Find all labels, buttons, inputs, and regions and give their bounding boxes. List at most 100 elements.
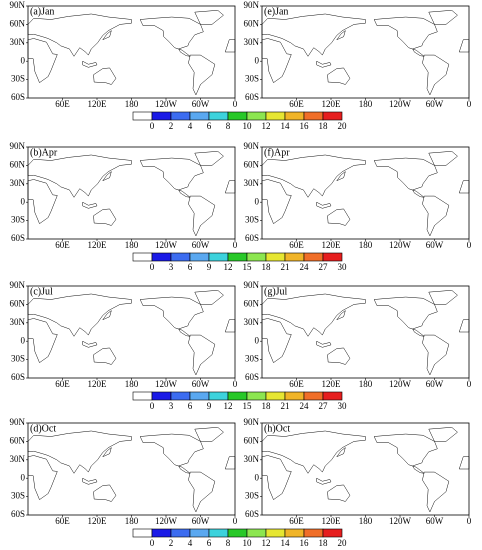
lat-label: 60S bbox=[11, 372, 25, 382]
lat-label: 60S bbox=[11, 233, 25, 243]
colorbar-box bbox=[132, 528, 153, 538]
lat-label: 60N bbox=[244, 435, 260, 445]
colorbar-label: 6 bbox=[207, 538, 212, 548]
colorbar-label: 27 bbox=[319, 401, 329, 411]
colorbar-box bbox=[189, 391, 210, 401]
lat-label: 0 bbox=[255, 472, 260, 482]
colorbar-box bbox=[170, 391, 191, 401]
colorbar-box bbox=[151, 391, 172, 401]
lat-label: 0 bbox=[255, 55, 260, 65]
lon-label: 180 bbox=[125, 379, 139, 389]
lon-label: 0 bbox=[467, 379, 472, 389]
colorbar-box bbox=[246, 391, 267, 401]
colorbar-box bbox=[322, 391, 343, 401]
lon-label: 60W bbox=[426, 379, 444, 389]
lon-label: 120W bbox=[155, 516, 178, 526]
colorbar-box bbox=[303, 391, 324, 401]
lat-label: 30N bbox=[244, 37, 260, 47]
lon-label: 60E bbox=[55, 516, 70, 526]
colorbar-box bbox=[170, 252, 191, 262]
lat-label: 60S bbox=[245, 92, 259, 102]
colorbar-label: 9 bbox=[207, 401, 212, 411]
colorbar-box bbox=[265, 528, 286, 538]
colorbar-label: 0 bbox=[150, 121, 155, 131]
lat-label: 30N bbox=[244, 178, 260, 188]
colorbar-box bbox=[322, 111, 343, 121]
panel-label: (b)Apr bbox=[30, 147, 58, 158]
lat-label: 90N bbox=[10, 0, 26, 10]
lat-label: 30N bbox=[10, 37, 26, 47]
colorbar-label: 12 bbox=[262, 121, 271, 131]
lon-label: 120E bbox=[88, 516, 108, 526]
lon-label: 180 bbox=[359, 516, 373, 526]
colorbar-box bbox=[246, 111, 267, 121]
colorbar-box bbox=[227, 111, 248, 121]
lon-label: 0 bbox=[467, 240, 472, 250]
colorbar-label: 0 bbox=[150, 401, 155, 411]
panel-label: (a)Jan bbox=[30, 6, 54, 17]
lon-label: 60W bbox=[426, 516, 444, 526]
lon-label: 60W bbox=[426, 99, 444, 109]
colorbar-label: 6 bbox=[207, 121, 212, 131]
lat-label: 30S bbox=[11, 491, 25, 501]
colorbar-box bbox=[322, 528, 343, 538]
lon-label: 180 bbox=[359, 240, 373, 250]
panel-label: (g)Jul bbox=[264, 286, 288, 297]
colorbar-box bbox=[246, 528, 267, 538]
colorbar-label: 12 bbox=[224, 401, 233, 411]
lat-label: 30N bbox=[10, 317, 26, 327]
lon-label: 0 bbox=[467, 516, 472, 526]
lat-label: 90N bbox=[10, 280, 26, 290]
lon-label: 60E bbox=[289, 379, 304, 389]
lat-label: 60N bbox=[244, 298, 260, 308]
colorbar-box bbox=[284, 391, 305, 401]
colorbar-label: 15 bbox=[243, 262, 253, 272]
colorbar-label: 30 bbox=[338, 401, 348, 411]
colorbar-label: 12 bbox=[224, 262, 233, 272]
colorbar-box bbox=[132, 252, 153, 262]
lat-label: 30S bbox=[11, 74, 25, 84]
colorbar-label: 18 bbox=[262, 262, 272, 272]
lon-label: 0 bbox=[233, 240, 238, 250]
colorbar-label: 4 bbox=[188, 121, 193, 131]
colorbar-box bbox=[303, 252, 324, 262]
lat-label: 60N bbox=[10, 435, 26, 445]
lat-label: 0 bbox=[21, 196, 26, 206]
lat-label: 30S bbox=[245, 354, 259, 364]
colorbar-label: 4 bbox=[188, 538, 193, 548]
colorbar-label: 2 bbox=[169, 121, 174, 131]
lon-label: 180 bbox=[125, 99, 139, 109]
colorbar-box bbox=[189, 252, 210, 262]
lon-label: 60E bbox=[289, 516, 304, 526]
colorbar-box bbox=[227, 252, 248, 262]
colorbar-label: 18 bbox=[262, 401, 272, 411]
lat-label: 60N bbox=[10, 159, 26, 169]
colorbar: 0 2 4 6 8 10 12 14 16 18 20 bbox=[132, 111, 347, 131]
colorbar-box bbox=[227, 528, 248, 538]
lat-label: 60S bbox=[245, 372, 259, 382]
lat-label: 60N bbox=[244, 159, 260, 169]
colorbar-box bbox=[303, 111, 324, 121]
colorbar-label: 27 bbox=[319, 262, 329, 272]
colorbar-label: 8 bbox=[226, 538, 231, 548]
map-panel: (b)Apr 90N 60N 30N 0 30S 60S 60E 120E 180 120W 60W 0 bbox=[10, 141, 238, 250]
lat-label: 30S bbox=[245, 74, 259, 84]
lat-label: 30S bbox=[245, 215, 259, 225]
colorbar-label: 18 bbox=[319, 538, 329, 548]
lat-label: 60S bbox=[11, 92, 25, 102]
lon-label: 120E bbox=[322, 379, 342, 389]
colorbar-label: 21 bbox=[281, 262, 290, 272]
colorbar: 0 3 6 9 12 15 18 21 24 27 30 bbox=[132, 391, 348, 411]
panel-label: (h)Oct bbox=[264, 423, 290, 434]
colorbar-label: 24 bbox=[300, 262, 310, 272]
lat-label: 60N bbox=[244, 18, 260, 28]
colorbar-box bbox=[170, 528, 191, 538]
lat-label: 30N bbox=[244, 454, 260, 464]
lat-label: 90N bbox=[244, 417, 260, 427]
colorbar-box bbox=[265, 111, 286, 121]
colorbar-label: 9 bbox=[207, 262, 212, 272]
lat-label: 0 bbox=[21, 472, 26, 482]
colorbar-box bbox=[265, 391, 286, 401]
lon-label: 120E bbox=[322, 516, 342, 526]
colorbar-label: 21 bbox=[281, 401, 290, 411]
